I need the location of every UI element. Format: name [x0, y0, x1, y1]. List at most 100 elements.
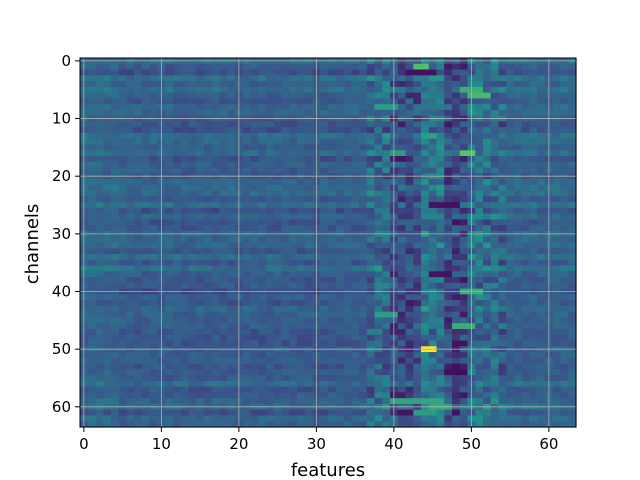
- heatmap-cell: [397, 294, 407, 301]
- heatmap-cell: [560, 386, 569, 394]
- heatmap-cell: [103, 409, 112, 417]
- heatmap-cell: [475, 254, 484, 261]
- heatmap-cell: [537, 104, 546, 111]
- heatmap-cell: [351, 328, 360, 336]
- heatmap-cell: [328, 104, 337, 111]
- heatmap-cell: [134, 69, 143, 76]
- heatmap-cell: [258, 375, 267, 382]
- heatmap-cell: [405, 386, 414, 394]
- heatmap-cell: [452, 190, 461, 197]
- heatmap-cell: [490, 421, 500, 428]
- heatmap-cell: [428, 392, 438, 399]
- heatmap-cell: [560, 121, 569, 128]
- heatmap-cell: [568, 225, 577, 232]
- heatmap-cell: [452, 81, 461, 88]
- heatmap-cell: [173, 265, 182, 272]
- heatmap-cell: [506, 207, 515, 215]
- heatmap-cell: [560, 311, 569, 319]
- heatmap-cell: [413, 179, 422, 186]
- heatmap-cell: [343, 92, 352, 99]
- heatmap-cell: [343, 75, 352, 82]
- heatmap-cell: [320, 409, 329, 417]
- heatmap-cell: [366, 415, 376, 422]
- heatmap-cell: [211, 392, 221, 399]
- heatmap-cell: [111, 219, 120, 226]
- heatmap-cell: [444, 369, 453, 376]
- heatmap-cell: [297, 225, 306, 232]
- heatmap-cell: [103, 277, 112, 284]
- heatmap-cell: [95, 328, 104, 336]
- heatmap-cell: [521, 409, 531, 417]
- heatmap-cell: [436, 259, 445, 267]
- heatmap-cell: [258, 138, 267, 146]
- heatmap-cell: [118, 300, 128, 307]
- heatmap-cell: [258, 75, 267, 82]
- heatmap-cell: [142, 421, 151, 428]
- heatmap-cell: [328, 98, 337, 105]
- heatmap-cell: [211, 323, 221, 330]
- heatmap-cell: [204, 242, 213, 249]
- heatmap-cell: [452, 259, 461, 267]
- heatmap-cell: [196, 121, 205, 128]
- heatmap-cell: [351, 294, 360, 301]
- heatmap-cell: [529, 380, 538, 388]
- heatmap-cell: [498, 179, 507, 186]
- heatmap-cell: [173, 121, 182, 128]
- heatmap-cell: [118, 121, 128, 128]
- heatmap-cell: [444, 271, 453, 278]
- heatmap-cell: [165, 340, 174, 347]
- heatmap-cell: [343, 219, 352, 226]
- heatmap-cell: [219, 248, 228, 255]
- heatmap-cell: [242, 375, 252, 382]
- heatmap-cell: [103, 375, 112, 382]
- heatmap-cell: [359, 421, 368, 428]
- heatmap-cell: [366, 277, 376, 284]
- heatmap-cell: [165, 98, 174, 105]
- heatmap-cell: [180, 69, 190, 76]
- heatmap-cell: [211, 127, 221, 134]
- heatmap-cell: [537, 156, 546, 163]
- heatmap-cell: [87, 415, 97, 422]
- heatmap-cell: [111, 156, 120, 163]
- heatmap-cell: [490, 121, 500, 128]
- heatmap-cell: [320, 109, 329, 117]
- heatmap-cell: [266, 69, 275, 76]
- heatmap-cell: [452, 69, 461, 76]
- heatmap-cell: [320, 86, 329, 94]
- heatmap-cell: [211, 150, 221, 157]
- heatmap-cell: [196, 328, 205, 336]
- heatmap-cell: [281, 127, 290, 134]
- heatmap-cell: [204, 138, 213, 146]
- heatmap-cell: [118, 202, 128, 209]
- heatmap-cell: [219, 328, 228, 336]
- heatmap-cell: [452, 219, 461, 226]
- heatmap-cell: [95, 282, 104, 290]
- heatmap-cell: [514, 225, 523, 232]
- heatmap-cell: [343, 323, 352, 330]
- heatmap-cell: [281, 328, 290, 336]
- heatmap-cell: [560, 98, 569, 105]
- heatmap-cell: [490, 75, 500, 82]
- heatmap-cell: [328, 398, 337, 405]
- heatmap-cell: [173, 254, 182, 261]
- heatmap-cell: [188, 213, 197, 221]
- heatmap-cell: [196, 236, 205, 244]
- heatmap-cell: [405, 311, 414, 319]
- heatmap-cell: [413, 294, 422, 301]
- heatmap-cell: [328, 225, 337, 232]
- heatmap-cell: [568, 167, 577, 174]
- heatmap-cell: [211, 265, 221, 272]
- heatmap-cell: [359, 340, 368, 347]
- heatmap-cell: [436, 352, 445, 359]
- heatmap-cell: [459, 363, 469, 370]
- heatmap-cell: [142, 150, 151, 157]
- heatmap-cell: [134, 415, 143, 422]
- heatmap-cell: [343, 207, 352, 215]
- heatmap-cell: [149, 305, 159, 313]
- heatmap-cell: [250, 328, 259, 336]
- heatmap-cell: [258, 277, 267, 284]
- heatmap-cell: [180, 277, 190, 284]
- heatmap-cell: [428, 265, 438, 272]
- heatmap-cell: [227, 109, 236, 117]
- heatmap-cell: [273, 161, 283, 169]
